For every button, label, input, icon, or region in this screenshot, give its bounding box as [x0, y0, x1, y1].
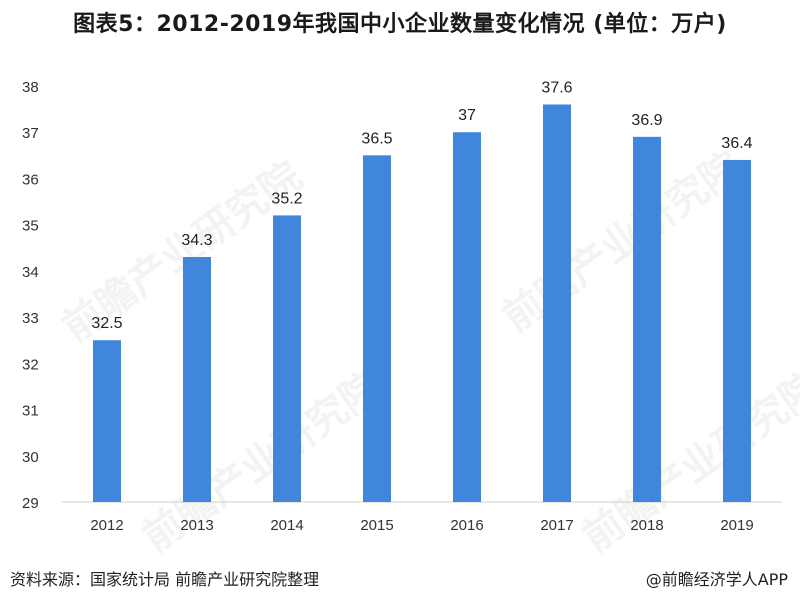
- y-tick-label: 36: [22, 171, 39, 188]
- x-tick-label: 2017: [540, 517, 573, 534]
- bar-value-label: 36.9: [631, 112, 662, 129]
- x-tick-label: 2018: [630, 517, 663, 534]
- y-tick-label: 31: [22, 403, 39, 420]
- bar: [183, 257, 211, 502]
- y-tick-label: 37: [22, 125, 39, 142]
- bar-value-label: 36.4: [721, 135, 752, 152]
- y-tick-label: 35: [22, 218, 39, 235]
- y-axis: 29 30 31 32 33 34 35 36 37 38: [22, 79, 782, 512]
- x-tick-label: 2015: [360, 517, 393, 534]
- x-tick-label: 2019: [720, 517, 753, 534]
- x-tick-label: 2012: [90, 517, 123, 534]
- bar: [723, 159, 751, 502]
- y-tick-label: 29: [22, 495, 39, 512]
- bar-value-label: 34.3: [181, 232, 212, 249]
- bar: [93, 340, 121, 502]
- brand-credit: @前瞻经济学人APP: [645, 570, 788, 589]
- bars: 32.5 34.3 35.2 36.5 37 37.6 36.9 36.4: [91, 79, 753, 503]
- x-tick-label: 2016: [450, 517, 483, 534]
- y-tick-label: 32: [22, 356, 39, 373]
- y-tick-label: 33: [22, 310, 39, 327]
- bar: [363, 155, 391, 503]
- y-tick-label: 30: [22, 449, 39, 466]
- bar: [273, 215, 301, 502]
- bar-value-label: 35.2: [271, 190, 302, 207]
- x-tick-label: 2013: [180, 517, 213, 534]
- bar-value-label: 36.5: [361, 130, 392, 147]
- x-tick-label: 2014: [270, 517, 303, 534]
- x-axis: 2012 2013 2014 2015 2016 2017 2018 2019: [90, 517, 753, 534]
- bar-value-label: 32.5: [91, 315, 122, 332]
- chart-title: 图表5：2012-2019年我国中小企业数量变化情况 (单位：万户): [73, 12, 727, 37]
- bar: [543, 104, 571, 502]
- source-note: 资料来源：国家统计局 前瞻产业研究院整理: [10, 570, 320, 589]
- bar-value-label: 37: [458, 107, 476, 124]
- y-tick-label: 34: [22, 264, 39, 281]
- y-tick-label: 38: [22, 79, 39, 96]
- bar-value-label: 37.6: [541, 79, 572, 96]
- bar: [633, 136, 661, 502]
- bar: [453, 132, 481, 502]
